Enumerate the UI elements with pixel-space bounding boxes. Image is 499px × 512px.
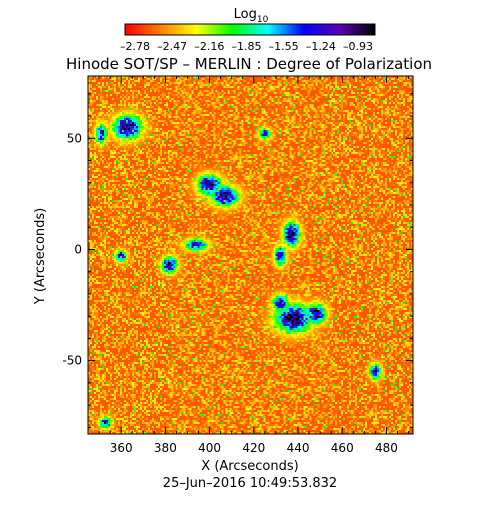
x-tick-label: 360 <box>110 441 133 455</box>
colorbar-title-base: Log <box>234 7 257 22</box>
x-tick-label: 460 <box>331 441 354 455</box>
y-tick-label: 50 <box>67 131 82 145</box>
x-tick-label: 420 <box>242 441 265 455</box>
x-axis-ticks: 360 380 400 420 440 460 480 <box>98 76 410 455</box>
y-tick-label: -50 <box>62 354 82 368</box>
colorbar-tick-label: –2.47 <box>157 40 187 53</box>
x-tick-label: 480 <box>375 441 398 455</box>
colorbar-tick-label: –0.93 <box>343 40 373 53</box>
y-axis-label: Y (Arcseconds) <box>33 208 48 305</box>
colorbar-tick-label: –1.55 <box>269 40 299 53</box>
chart-title: Hinode SOT/SP – MERLIN : Degree of Polar… <box>66 55 432 73</box>
heatmap-image <box>88 76 413 434</box>
colorbar-tick-label: –2.78 <box>120 40 150 53</box>
colorbar-title: Log10 <box>234 7 269 25</box>
x-tick-label: 440 <box>287 441 310 455</box>
plot-frame <box>87 75 414 435</box>
y-axis-ticks: -50 0 50 <box>62 93 413 428</box>
x-axis-label: X (Arcseconds) <box>201 459 298 474</box>
colorbar-ticks: –2.78 –2.47 –2.16 –1.85 –1.55 –1.24 –0.93 <box>120 40 373 53</box>
x-tick-label: 400 <box>198 441 221 455</box>
colorbar-tick-label: –1.85 <box>232 40 262 53</box>
colorbar-tick-label: –1.24 <box>306 40 336 53</box>
colorbar-tick-label: –2.16 <box>194 40 224 53</box>
y-tick-label: 0 <box>74 242 82 256</box>
x-tick-label: 380 <box>154 441 177 455</box>
timestamp: 25–Jun–2016 10:49:53.832 <box>163 476 337 491</box>
polarization-map <box>88 76 413 434</box>
colorbar-title-subscript: 10 <box>257 15 269 25</box>
colorbar <box>124 23 376 36</box>
